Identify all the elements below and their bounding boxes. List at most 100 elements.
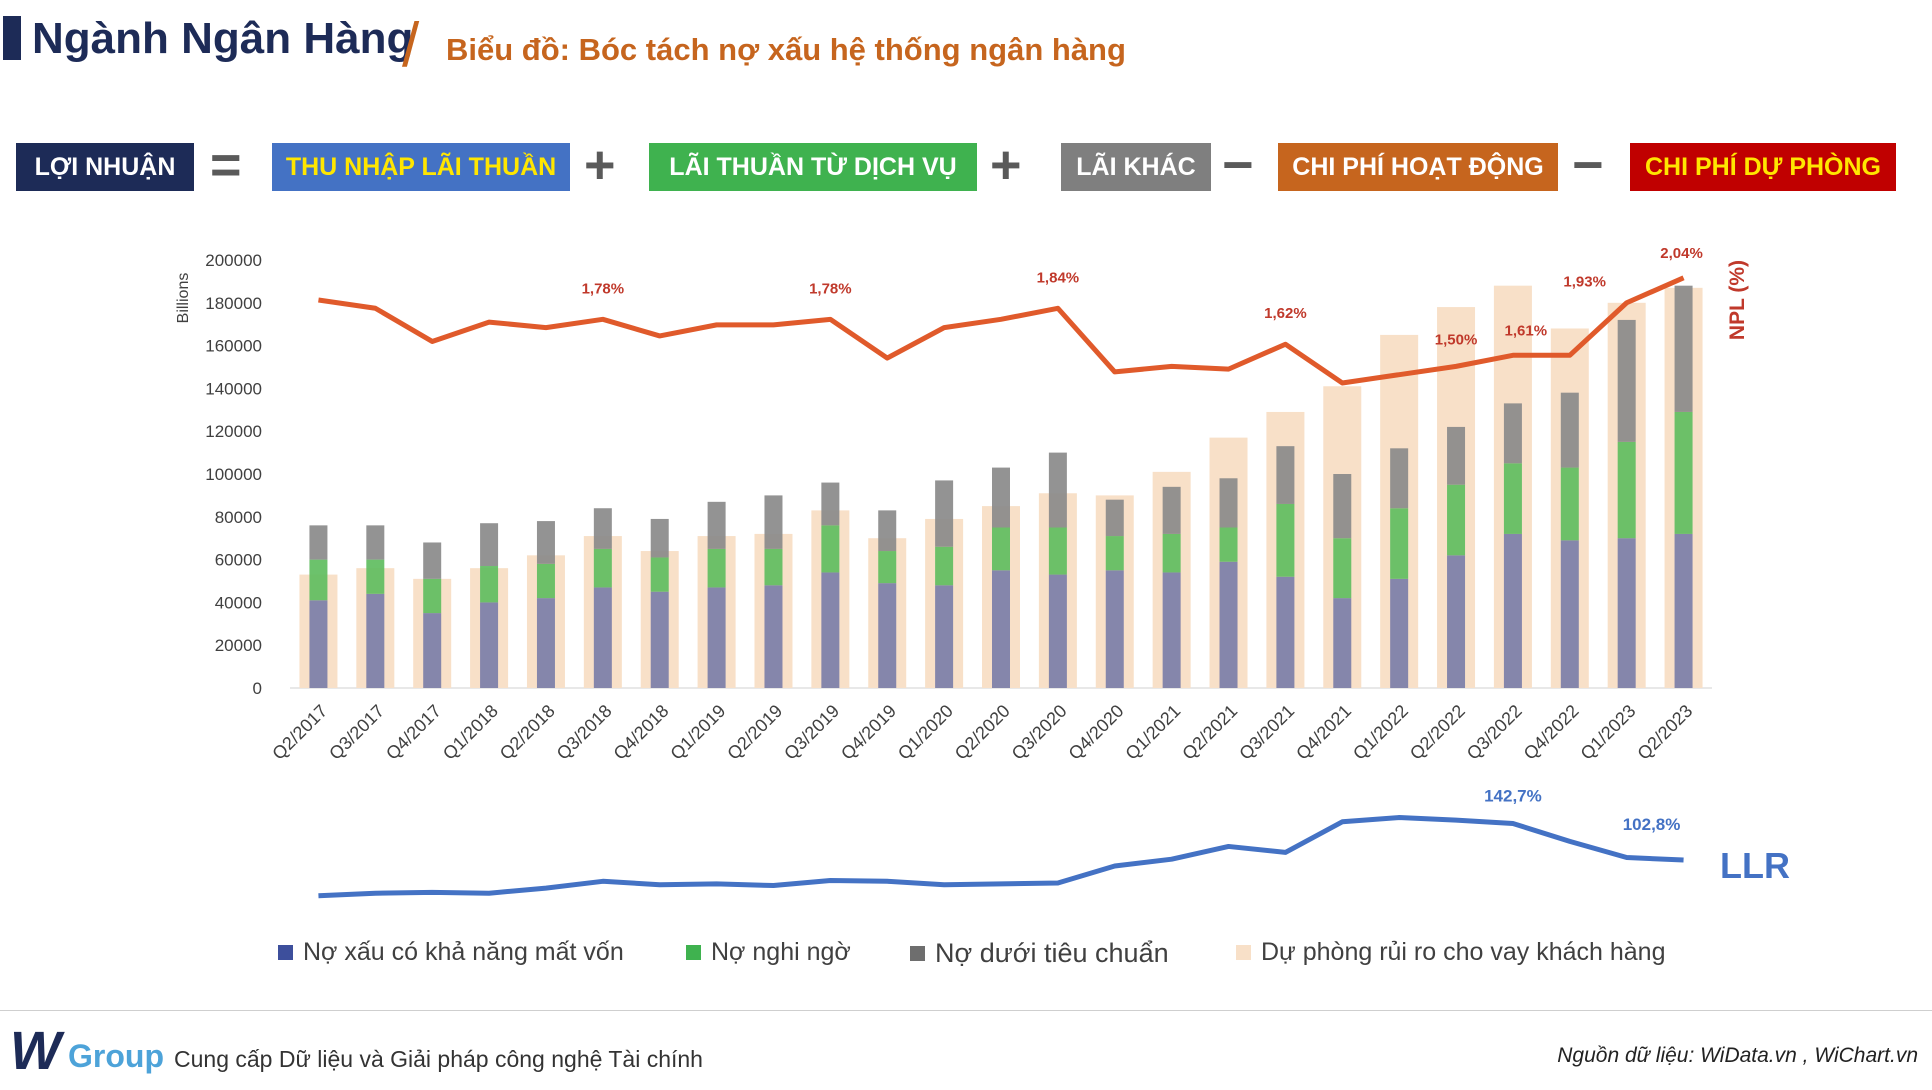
npl-data-label-20: 1,50% bbox=[1435, 331, 1478, 348]
x-tick-label-18: Q4/2021 bbox=[1292, 701, 1355, 764]
npl-data-label-5: 1,78% bbox=[582, 280, 625, 297]
bar-doubtful-1 bbox=[366, 559, 385, 594]
bar-loss-13 bbox=[1048, 574, 1067, 688]
y-tick-label-8: 160000 bbox=[205, 337, 262, 356]
bar-loss-24 bbox=[1674, 533, 1693, 688]
legend-item-doubtful: Nợ nghi ngờ bbox=[686, 938, 851, 967]
bar-loss-2 bbox=[423, 613, 442, 688]
bar-loss-11 bbox=[935, 585, 954, 688]
bar-loss-22 bbox=[1560, 540, 1579, 688]
formula-operating-expense: CHI PHÍ HOẠT ĐỘNG bbox=[1278, 143, 1558, 191]
bar-loss-9 bbox=[821, 572, 840, 688]
bar-substandard-19 bbox=[1390, 448, 1409, 509]
legend-label-provision: Dự phòng rủi ro cho vay khách hàng bbox=[1261, 938, 1666, 966]
x-tick-label-1: Q3/2017 bbox=[325, 701, 388, 764]
formula-net-interest-income: THU NHẬP LÃI THUẦN bbox=[272, 143, 570, 191]
x-tick-label-5: Q3/2018 bbox=[553, 701, 616, 764]
npl-data-label-24: 2,04% bbox=[1660, 245, 1703, 262]
bar-loss-3 bbox=[480, 602, 499, 688]
bar-loss-10 bbox=[878, 583, 897, 688]
bar-doubtful-8 bbox=[764, 548, 783, 586]
bar-loss-14 bbox=[1105, 570, 1124, 688]
x-tick-label-0: Q2/2017 bbox=[268, 701, 331, 764]
legend-item-loss: Nợ xấu có khả năng mất vốn bbox=[278, 938, 624, 967]
formula-profit: LỢI NHUẬN bbox=[16, 143, 194, 191]
bar-loss-8 bbox=[764, 585, 783, 688]
bar-doubtful-17 bbox=[1276, 503, 1295, 577]
y-tick-label-0: 0 bbox=[253, 679, 262, 698]
page-title: Ngành Ngân Hàng bbox=[32, 14, 414, 63]
bar-substandard-7 bbox=[707, 501, 726, 549]
bar-substandard-18 bbox=[1333, 474, 1352, 539]
bar-loss-20 bbox=[1447, 555, 1466, 688]
bar-doubtful-0 bbox=[309, 559, 328, 601]
bar-doubtful-18 bbox=[1333, 538, 1352, 599]
y-tick-label-7: 140000 bbox=[205, 379, 262, 398]
bar-substandard-0 bbox=[309, 525, 328, 560]
bar-doubtful-24 bbox=[1674, 411, 1693, 534]
bar-substandard-10 bbox=[878, 510, 897, 552]
legend-item-substandard: Nợ dưới tiêu chuẩn bbox=[910, 938, 1169, 969]
y-tick-label-3: 60000 bbox=[215, 551, 262, 570]
bar-doubtful-10 bbox=[878, 551, 897, 584]
bar-loss-4 bbox=[536, 598, 555, 688]
wigroup-logo-group: Group bbox=[68, 1038, 164, 1074]
x-tick-label-15: Q1/2021 bbox=[1121, 701, 1184, 764]
x-tick-label-4: Q2/2018 bbox=[496, 701, 559, 764]
footer-source: Nguồn dữ liệu: WiData.vn , WiChart.vn bbox=[1557, 1044, 1918, 1067]
formula-minus-1: − bbox=[1222, 135, 1254, 195]
header-accent-bar bbox=[3, 16, 21, 60]
bar-doubtful-7 bbox=[707, 548, 726, 588]
llr-data-label-24: 102,8% bbox=[1623, 815, 1681, 834]
y-tick-label-9: 180000 bbox=[205, 294, 262, 313]
bar-doubtful-14 bbox=[1105, 536, 1124, 571]
y-tick-label-2: 40000 bbox=[215, 593, 262, 612]
bar-substandard-13 bbox=[1048, 452, 1067, 528]
bar-doubtful-3 bbox=[480, 566, 499, 603]
bar-substandard-1 bbox=[366, 525, 385, 560]
npl-data-label-23: 1,93% bbox=[1563, 274, 1606, 291]
bar-doubtful-6 bbox=[650, 557, 669, 592]
bar-doubtful-23 bbox=[1617, 441, 1636, 539]
x-tick-label-12: Q2/2020 bbox=[951, 701, 1014, 764]
x-tick-label-20: Q2/2022 bbox=[1406, 701, 1469, 764]
y-tick-label-6: 120000 bbox=[205, 422, 262, 441]
x-tick-label-24: Q2/2023 bbox=[1633, 701, 1696, 764]
y-tick-label-5: 100000 bbox=[205, 465, 262, 484]
bar-substandard-21 bbox=[1503, 403, 1522, 464]
legend-swatch-doubtful bbox=[686, 945, 701, 960]
npl-data-label-22: 1,61% bbox=[1505, 322, 1548, 339]
bar-loss-7 bbox=[707, 587, 726, 688]
npl-data-label-9: 1,78% bbox=[809, 280, 852, 297]
bar-loss-1 bbox=[366, 593, 385, 688]
bar-substandard-16 bbox=[1219, 478, 1238, 528]
bar-substandard-12 bbox=[992, 467, 1010, 528]
npl-data-label-17: 1,62% bbox=[1264, 305, 1307, 322]
bar-doubtful-15 bbox=[1162, 533, 1181, 573]
x-tick-label-16: Q2/2021 bbox=[1178, 701, 1241, 764]
x-tick-label-6: Q4/2018 bbox=[610, 701, 673, 764]
x-tick-label-8: Q2/2019 bbox=[723, 701, 786, 764]
npl-axis-label: NPL (%) bbox=[1726, 260, 1749, 340]
x-tick-label-19: Q1/2022 bbox=[1349, 701, 1412, 764]
bar-loss-21 bbox=[1503, 533, 1522, 688]
x-tick-label-17: Q3/2021 bbox=[1235, 701, 1298, 764]
legend-label-substandard: Nợ dưới tiêu chuẩn bbox=[935, 938, 1169, 968]
bar-doubtful-20 bbox=[1447, 484, 1466, 556]
bar-doubtful-22 bbox=[1560, 467, 1579, 541]
y-tick-label-1: 20000 bbox=[215, 636, 262, 655]
bar-substandard-11 bbox=[935, 480, 954, 547]
legend-label-doubtful: Nợ nghi ngờ bbox=[711, 938, 851, 966]
formula-minus-2: − bbox=[1572, 135, 1604, 195]
y-tick-label-4: 80000 bbox=[215, 508, 262, 527]
x-tick-label-22: Q4/2022 bbox=[1520, 701, 1583, 764]
formula-plus-2: + bbox=[990, 135, 1022, 195]
wigroup-logo-w: W bbox=[10, 1021, 61, 1081]
legend-item-provision: Dự phòng rủi ro cho vay khách hàng bbox=[1236, 938, 1665, 967]
x-tick-label-11: Q1/2020 bbox=[894, 701, 957, 764]
llr-data-label-21: 142,7% bbox=[1484, 787, 1542, 806]
npl-data-label-13: 1,84% bbox=[1037, 269, 1080, 286]
formula-plus-1: + bbox=[584, 135, 616, 195]
bar-loss-19 bbox=[1390, 578, 1409, 688]
